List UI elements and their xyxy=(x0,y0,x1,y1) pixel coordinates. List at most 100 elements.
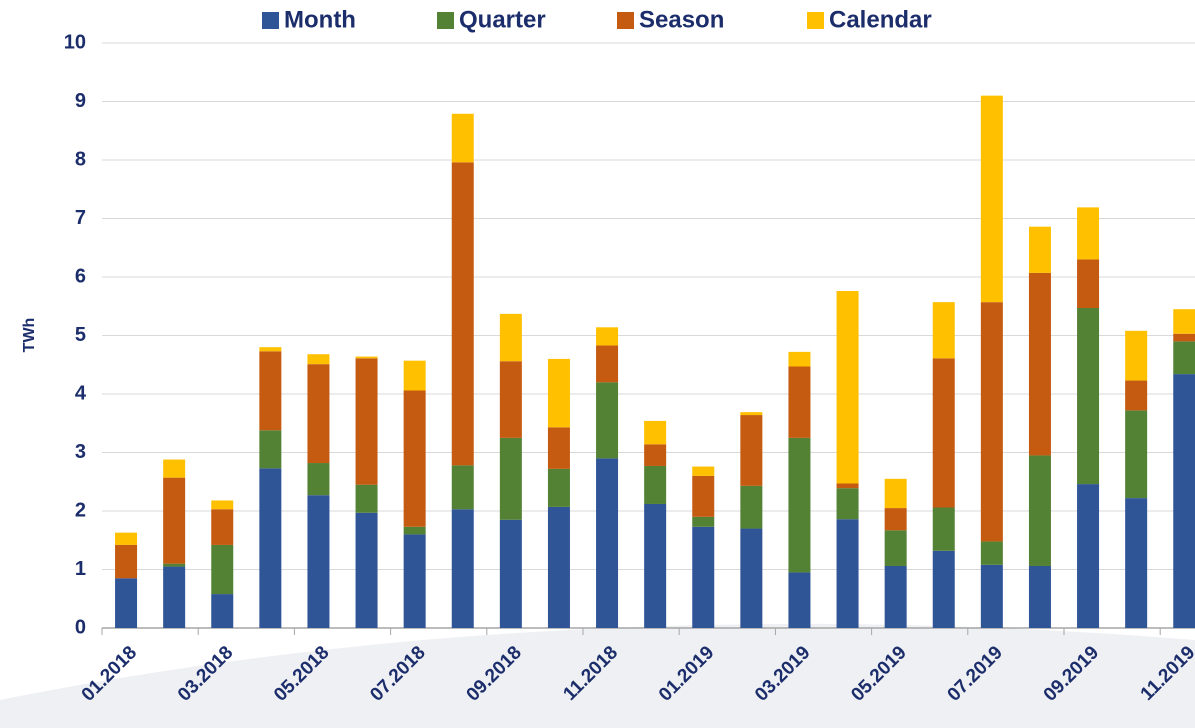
bar-segment xyxy=(307,495,330,628)
bar-segment xyxy=(1125,498,1148,628)
bar-segment xyxy=(788,366,811,438)
bar-segment xyxy=(932,507,955,551)
y-tick-label: 0 xyxy=(75,616,86,638)
bar-segment xyxy=(307,463,330,496)
bar-segment xyxy=(836,488,859,520)
bar-segment xyxy=(644,420,667,445)
bar-segment xyxy=(1077,308,1100,485)
y-tick-label: 2 xyxy=(75,499,86,521)
bar-segment xyxy=(1028,272,1051,456)
bar-segment xyxy=(980,95,1003,303)
bar-segment xyxy=(547,468,570,507)
legend-label: Quarter xyxy=(459,6,546,33)
bar-segment xyxy=(163,566,186,628)
bar-segment xyxy=(1125,380,1148,411)
bar-segment xyxy=(163,563,186,567)
bar-segment xyxy=(1028,565,1051,628)
legend-swatch xyxy=(437,12,454,29)
bar-segment xyxy=(259,347,282,352)
legend-label: Calendar xyxy=(829,6,932,33)
bar-segment xyxy=(1028,455,1051,566)
bar-segment xyxy=(499,519,522,628)
bar-segment xyxy=(115,532,138,545)
bar-segment xyxy=(1125,410,1148,499)
bar-segment xyxy=(451,465,474,510)
y-tick-label: 3 xyxy=(75,441,86,463)
bar-segment xyxy=(1125,330,1148,381)
bar-segment xyxy=(692,475,715,517)
background-swoosh xyxy=(0,623,1195,728)
bar-segment xyxy=(740,412,763,416)
bar-segment xyxy=(884,478,907,509)
bar-segment xyxy=(692,466,715,476)
bar-segment xyxy=(788,351,811,367)
bar-segment xyxy=(932,550,955,628)
bar-segment xyxy=(740,485,763,529)
bar-segment xyxy=(547,506,570,628)
bar-segment xyxy=(1173,309,1195,334)
bar-segment xyxy=(355,512,378,628)
bar-segment xyxy=(980,564,1003,628)
bar-segment xyxy=(836,519,859,628)
bar-segment xyxy=(259,468,282,628)
y-tick-label: 8 xyxy=(75,148,86,170)
bar-segment xyxy=(740,528,763,628)
y-axis-label: TWh xyxy=(21,318,38,353)
bar-segment xyxy=(403,534,426,628)
bar-segment xyxy=(644,503,667,628)
bar-segment xyxy=(596,458,619,628)
bar-segment xyxy=(644,444,667,466)
bar-segment xyxy=(884,508,907,531)
bar-segment xyxy=(836,483,859,489)
bar-segment xyxy=(211,544,234,595)
bar-segment xyxy=(211,594,234,628)
bar-segment xyxy=(980,302,1003,542)
bar-segment xyxy=(1077,259,1100,309)
bar-segment xyxy=(596,345,619,383)
y-tick-label: 4 xyxy=(75,382,87,404)
bar-segment xyxy=(403,390,426,527)
bar-segment xyxy=(355,358,378,485)
bar-segment xyxy=(596,382,619,459)
bar-segment xyxy=(596,327,619,346)
bar-segment xyxy=(1173,374,1195,628)
bar-segment xyxy=(980,541,1003,565)
bar-segment xyxy=(403,360,426,391)
bar-segment xyxy=(1077,207,1100,260)
legend-swatch xyxy=(262,12,279,29)
bar-segment xyxy=(1173,333,1195,342)
bar-segment xyxy=(211,500,234,510)
bar-segment xyxy=(403,526,426,535)
legend-swatch xyxy=(807,12,824,29)
bar-segment xyxy=(451,113,474,163)
bar-segment xyxy=(499,437,522,520)
bar-segment xyxy=(163,477,186,564)
bar-segment xyxy=(932,358,955,508)
bar-segment xyxy=(211,509,234,545)
bar-segment xyxy=(355,484,378,513)
bar-segment xyxy=(259,351,282,431)
bar-segment xyxy=(932,302,955,359)
y-tick-label: 10 xyxy=(64,31,86,53)
bar-segment xyxy=(163,459,186,478)
bar-segment xyxy=(788,572,811,628)
bar-segment xyxy=(115,544,138,579)
bar-segment xyxy=(1028,226,1051,273)
y-tick-label: 9 xyxy=(75,90,86,112)
y-tick-label: 5 xyxy=(75,324,86,346)
bar-segment xyxy=(355,356,378,359)
bar-segment xyxy=(884,530,907,566)
bar-segment xyxy=(884,565,907,628)
y-tick-label: 1 xyxy=(75,558,86,580)
bar-segment xyxy=(644,465,667,504)
bar-segment xyxy=(1077,484,1100,628)
legend-swatch xyxy=(617,12,634,29)
legend-label: Month xyxy=(284,6,356,33)
bar-segment xyxy=(788,437,811,573)
bar-segment xyxy=(499,313,522,362)
bar-segment xyxy=(740,415,763,486)
bar-segment xyxy=(307,354,330,365)
legend-label: Season xyxy=(639,6,724,33)
bar-segment xyxy=(115,578,138,628)
